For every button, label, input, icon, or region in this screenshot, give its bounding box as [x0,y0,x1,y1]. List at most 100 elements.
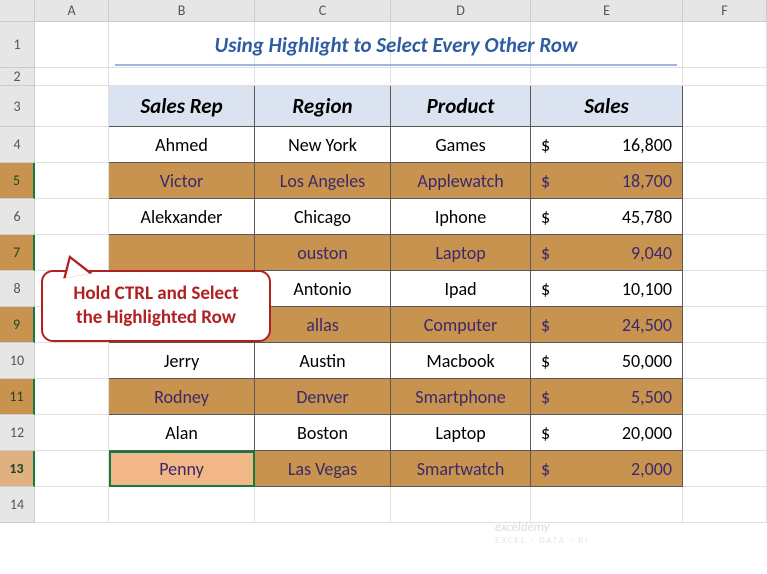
cell-C2[interactable] [255,68,391,86]
cell-E14[interactable] [531,487,683,523]
cell-F2[interactable] [683,68,767,86]
spreadsheet: ABCDEF 1234567891011121314 Using Highlig… [0,0,767,574]
cell-D2[interactable] [391,68,531,86]
cell-F8[interactable] [683,271,767,307]
table-row[interactable]: Las Vegas [255,451,391,487]
table-row[interactable]: Laptop [391,415,531,451]
table-row[interactable]: Applewatch [391,163,531,199]
table-header-sales[interactable]: Sales [531,86,683,127]
cell-A12[interactable] [35,415,109,451]
table-row[interactable]: Chicago [255,199,391,235]
cell-A2[interactable] [35,68,109,86]
cell-A3[interactable] [35,86,109,127]
table-row[interactable]: $24,500 [531,307,683,343]
cell-F13[interactable] [683,451,767,487]
table-row[interactable]: $2,000 [531,451,683,487]
col-header-f[interactable]: F [683,0,767,22]
table-row[interactable]: New York [255,127,391,163]
row-header-4[interactable]: 4 [0,127,35,163]
currency-symbol: $ [541,206,550,228]
cell-A5[interactable] [35,163,109,199]
cell-F1[interactable] [683,22,767,68]
cell-A11[interactable] [35,379,109,415]
row-header-14[interactable]: 14 [0,487,35,523]
cell-C14[interactable] [255,487,391,523]
cell-F10[interactable] [683,343,767,379]
table-row[interactable]: $45,780 [531,199,683,235]
table-row[interactable]: Macbook [391,343,531,379]
table-row[interactable]: Los Angeles [255,163,391,199]
table-header-region[interactable]: Region [255,86,391,127]
cell-D14[interactable] [391,487,531,523]
row-header-8[interactable]: 8 [0,271,35,307]
cell-F14[interactable] [683,487,767,523]
table-row[interactable]: Penny [109,451,255,487]
cell-A4[interactable] [35,127,109,163]
cell-A13[interactable] [35,451,109,487]
row-header-12[interactable]: 12 [0,415,35,451]
table-row[interactable]: Denver [255,379,391,415]
row-header-6[interactable]: 6 [0,199,35,235]
table-header-sales-rep[interactable]: Sales Rep [109,86,255,127]
col-header-a[interactable]: A [35,0,109,22]
table-row[interactable]: Smartphone [391,379,531,415]
cell-A14[interactable] [35,487,109,523]
cell-F4[interactable] [683,127,767,163]
row-header-1[interactable]: 1 [0,22,35,68]
table-row[interactable]: $16,800 [531,127,683,163]
table-row[interactable]: $10,100 [531,271,683,307]
cell-A10[interactable] [35,343,109,379]
table-row[interactable]: Austin [255,343,391,379]
table-row[interactable]: Iphone [391,199,531,235]
table-row[interactable]: Alekxander [109,199,255,235]
select-all-corner[interactable] [0,0,35,22]
row-header-7[interactable]: 7 [0,235,35,271]
cell-A1[interactable] [35,22,109,68]
table-row[interactable]: Rodney [109,379,255,415]
table-row[interactable]: $5,500 [531,379,683,415]
table-row[interactable]: ouston [255,235,391,271]
table-row[interactable]: Games [391,127,531,163]
table-row[interactable]: Laptop [391,235,531,271]
cell-F12[interactable] [683,415,767,451]
table-row[interactable]: Jerry [109,343,255,379]
row-header-13[interactable]: 13 [0,451,35,487]
table-row[interactable] [109,235,255,271]
table-row[interactable]: Alan [109,415,255,451]
page-title: Using Highlight to Select Every Other Ro… [109,22,683,68]
table-row[interactable]: $9,040 [531,235,683,271]
cell-E2[interactable] [531,68,683,86]
table-row[interactable]: Boston [255,415,391,451]
col-header-c[interactable]: C [255,0,391,22]
table-row[interactable]: $18,700 [531,163,683,199]
table-header-product[interactable]: Product [391,86,531,127]
table-row[interactable]: Smartwatch [391,451,531,487]
row-header-10[interactable]: 10 [0,343,35,379]
row-header-5[interactable]: 5 [0,163,35,199]
cell-F5[interactable] [683,163,767,199]
table-row[interactable]: Victor [109,163,255,199]
row-header-2[interactable]: 2 [0,68,35,86]
row-header-9[interactable]: 9 [0,307,35,343]
table-row[interactable]: Ahmed [109,127,255,163]
table-row[interactable]: Ipad [391,271,531,307]
cell-F7[interactable] [683,235,767,271]
cell-B2[interactable] [109,68,255,86]
cell-F11[interactable] [683,379,767,415]
col-header-b[interactable]: B [109,0,255,22]
row-header-11[interactable]: 11 [0,379,35,415]
col-header-d[interactable]: D [391,0,531,22]
cell-F6[interactable] [683,199,767,235]
cell-F9[interactable] [683,307,767,343]
row-header-3[interactable]: 3 [0,86,35,127]
watermark: exceldemy EXCEL · DATA · BI [495,520,589,546]
table-row[interactable]: $50,000 [531,343,683,379]
cell-F3[interactable] [683,86,767,127]
table-row[interactable]: $20,000 [531,415,683,451]
col-header-e[interactable]: E [531,0,683,22]
cell-B14[interactable] [109,487,255,523]
table-row[interactable]: Antonio [255,271,391,307]
table-row[interactable]: Computer [391,307,531,343]
cell-A6[interactable] [35,199,109,235]
table-row[interactable]: allas [255,307,391,343]
